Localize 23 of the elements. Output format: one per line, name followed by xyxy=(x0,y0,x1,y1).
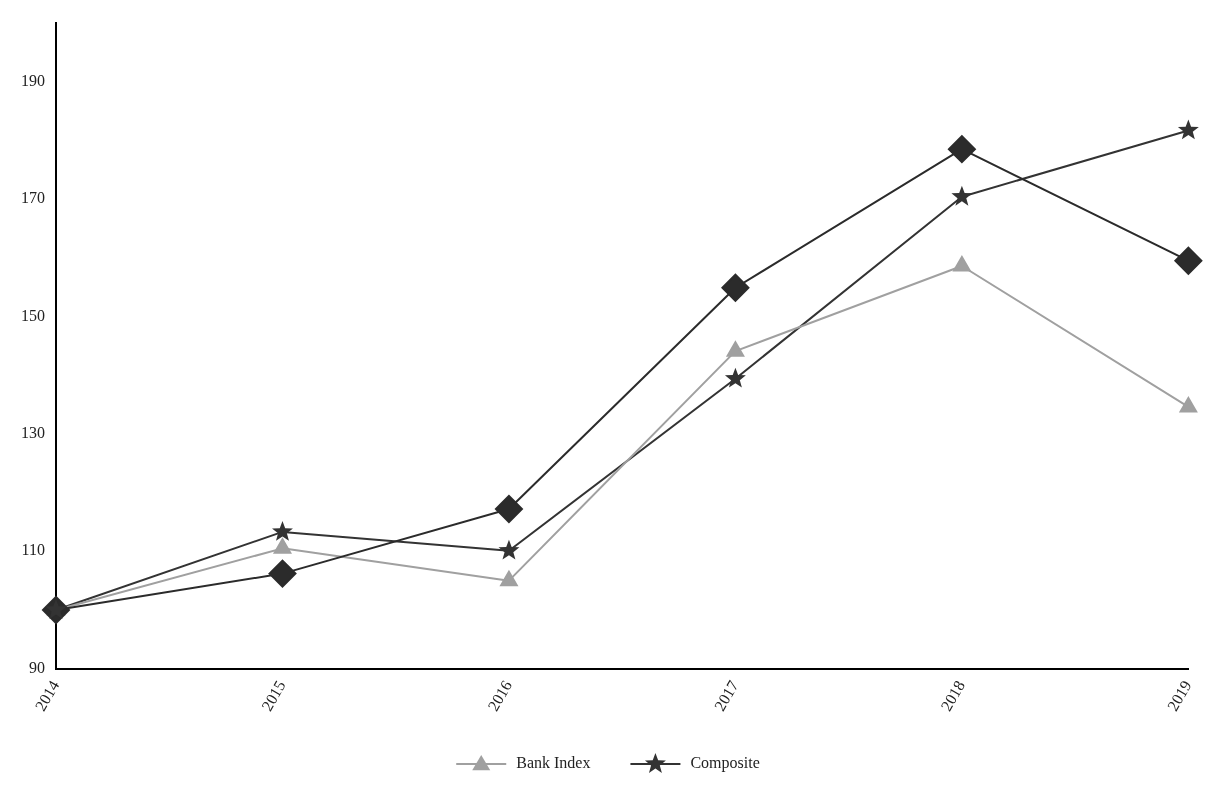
point xyxy=(498,539,520,560)
point xyxy=(494,495,523,524)
y-tick-label: 190 xyxy=(21,71,45,89)
y-tick-label: 110 xyxy=(21,541,45,559)
point xyxy=(953,256,971,272)
point xyxy=(947,135,976,164)
point xyxy=(272,520,293,541)
y-tick-label: 170 xyxy=(21,189,45,207)
point xyxy=(951,185,973,206)
point xyxy=(724,367,746,388)
y-tick-label: 90 xyxy=(29,658,45,676)
y-tick-label: 130 xyxy=(21,424,45,442)
point xyxy=(500,570,518,587)
point xyxy=(726,341,745,357)
point xyxy=(1179,396,1198,413)
legend-label: Composite xyxy=(690,754,760,773)
y-tick-label: 150 xyxy=(21,306,45,324)
point xyxy=(1174,246,1203,275)
legend-label: Bank Index xyxy=(516,754,591,772)
point xyxy=(1177,119,1199,140)
point xyxy=(268,559,297,588)
point xyxy=(721,273,750,302)
point xyxy=(273,538,292,554)
